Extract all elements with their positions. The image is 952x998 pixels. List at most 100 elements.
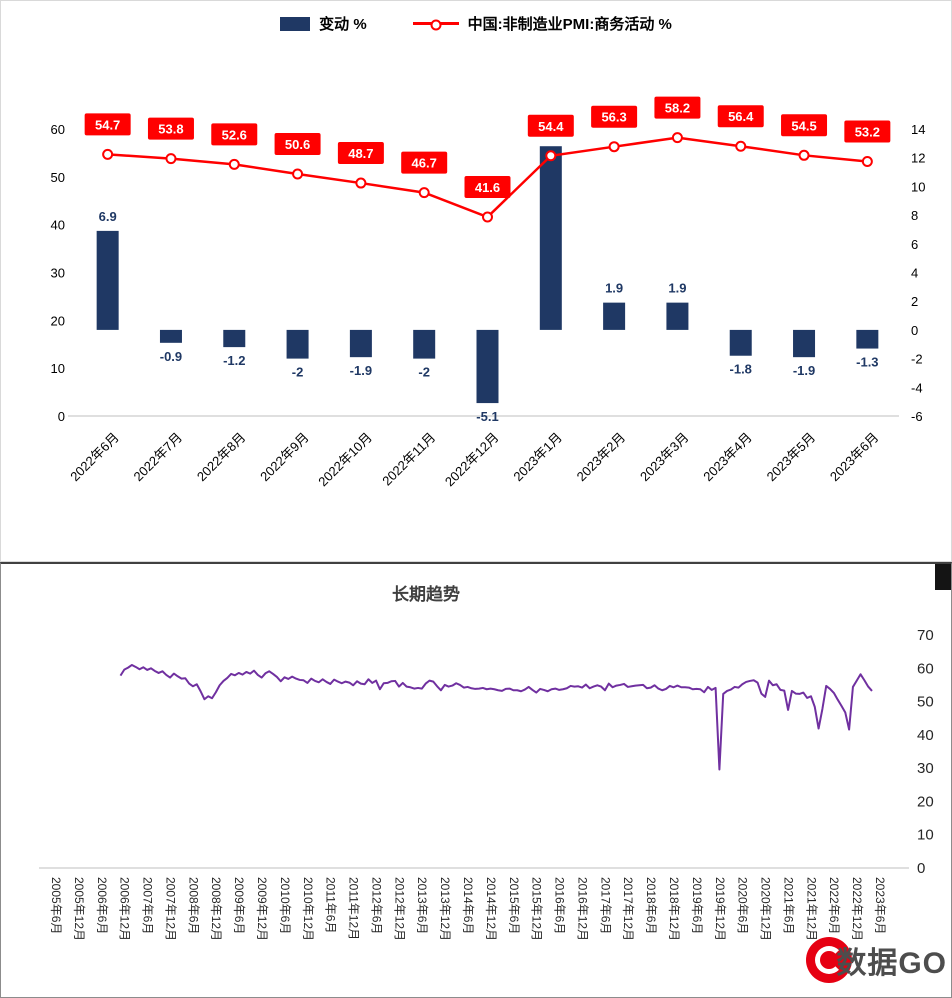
x-axis-label: 2022年7月 bbox=[131, 430, 186, 485]
pmi-line-marker bbox=[228, 158, 240, 170]
change-bar bbox=[349, 329, 372, 358]
watermark-ring-icon bbox=[815, 946, 844, 974]
bar-value-label: -1.9 bbox=[793, 363, 815, 378]
x-axis-label: 2020年6月 bbox=[736, 877, 750, 934]
x-axis-label: 2013年6月 bbox=[415, 877, 429, 934]
right-axis-tick-label: 10 bbox=[911, 179, 925, 194]
x-axis-label: 2019年12月 bbox=[713, 877, 727, 941]
right-axis-tick-label: 20 bbox=[917, 793, 934, 810]
pmi-callout-value: 54.5 bbox=[791, 118, 816, 133]
bottom-chart-title: 长期趋势 bbox=[392, 585, 460, 604]
x-axis-label: 2005年6月 bbox=[49, 877, 63, 934]
pmi-callout-box bbox=[654, 96, 701, 119]
pmi-line-marker bbox=[355, 177, 367, 189]
pmi-callout-box bbox=[591, 105, 638, 128]
x-axis-label: 2023年5月 bbox=[764, 430, 819, 485]
change-bar bbox=[413, 329, 436, 359]
right-axis-tick-label: 8 bbox=[911, 208, 918, 223]
x-axis-label: 2008年12月 bbox=[209, 877, 223, 941]
line-marker-icon bbox=[430, 19, 442, 31]
long-term-trend-chart: 长期趋势 0 10 20 30 40 50 60 70 2005年6月 2005年12月 2006年… bbox=[0, 562, 952, 998]
pmi-callout-value: 50.6 bbox=[285, 137, 310, 152]
bar-value-label: 1.9 bbox=[668, 281, 686, 296]
legend-item-change: 变动 % bbox=[280, 13, 367, 34]
pmi-callout-box bbox=[527, 114, 574, 137]
pmi-callout-value: 53.2 bbox=[855, 125, 880, 140]
long-term-trend-canvas: 0 10 20 30 40 50 60 70 2005年6月 2005年12月 2006年6月 200… bbox=[39, 627, 934, 941]
x-axis-label: 2022年9月 bbox=[257, 430, 312, 485]
right-axis-tick-label: 14 bbox=[911, 122, 925, 137]
change-bar bbox=[603, 302, 626, 330]
bar-value-label: -2 bbox=[292, 365, 304, 380]
pmi-callout-box bbox=[84, 113, 131, 136]
left-axis-tick-label: 60 bbox=[51, 122, 65, 137]
pmi-callout-value: 52.6 bbox=[222, 127, 247, 142]
x-axis-label: 2010年6月 bbox=[278, 877, 292, 934]
right-axis-tick-label: 10 bbox=[917, 827, 934, 844]
x-axis-label: 2016年6月 bbox=[553, 877, 567, 934]
right-axis-tick-label: 70 bbox=[917, 627, 934, 644]
x-axis-label: 2020年12月 bbox=[759, 877, 773, 941]
right-axis-tick-label: 0 bbox=[911, 323, 918, 338]
x-axis-label: 2012年6月 bbox=[369, 877, 383, 934]
x-axis-label: 2009年12月 bbox=[255, 877, 269, 941]
bar-value-label: -1.3 bbox=[856, 355, 878, 370]
pmi-line-marker bbox=[861, 156, 873, 168]
pmi-callout-value: 54.7 bbox=[95, 117, 120, 132]
change-bar bbox=[223, 329, 246, 348]
watermark: 数据GO bbox=[806, 937, 947, 983]
pmi-line-marker bbox=[482, 211, 493, 223]
bar-value-label: -0.9 bbox=[160, 349, 182, 364]
left-axis-tick-label: 10 bbox=[51, 361, 65, 376]
pmi-callout-value: 56.4 bbox=[728, 109, 754, 124]
x-axis-label: 2006年12月 bbox=[118, 877, 132, 941]
right-axis-tick-label: 0 bbox=[917, 860, 925, 877]
pmi-callout-value: 54.4 bbox=[538, 119, 564, 134]
change-bar bbox=[96, 230, 119, 330]
right-axis-tick-label: 12 bbox=[911, 151, 925, 166]
x-axis-label: 2006年6月 bbox=[95, 877, 109, 934]
x-axis-label: 2021年6月 bbox=[781, 877, 795, 934]
x-axis-label: 2014年6月 bbox=[461, 877, 475, 934]
right-axis-tick-label: 6 bbox=[911, 237, 918, 252]
pmi-line-marker bbox=[735, 140, 747, 152]
change-bar bbox=[793, 329, 816, 358]
left-axis-tick-label: 50 bbox=[51, 170, 65, 185]
pmi-line-marker bbox=[671, 132, 683, 144]
x-axis-label: 2010年12月 bbox=[301, 877, 315, 941]
x-axis-label: 2011年12月 bbox=[347, 877, 361, 940]
trend-line bbox=[119, 663, 873, 771]
pmi-callout-box bbox=[401, 151, 448, 174]
scrollbar-thumb[interactable] bbox=[935, 564, 951, 590]
x-axis-label: 2013年12月 bbox=[438, 877, 452, 941]
pmi-line-marker bbox=[608, 141, 620, 153]
x-axis-label: 2022年11月 bbox=[379, 430, 438, 489]
x-axis-label: 2015年6月 bbox=[507, 877, 521, 934]
right-axis-tick-label: 60 bbox=[917, 660, 934, 677]
bar-value-label: -5.1 bbox=[476, 409, 498, 424]
x-axis-label: 2018年12月 bbox=[667, 877, 681, 941]
x-axis-label: 2022年12月 bbox=[442, 430, 502, 490]
pmi-callout-value: 53.8 bbox=[158, 122, 183, 137]
x-axis-label: 2012年12月 bbox=[392, 877, 406, 941]
x-axis-label: 2023年6月 bbox=[827, 430, 882, 485]
line-series-swatch-icon bbox=[412, 19, 459, 31]
x-axis-label: 2022年10月 bbox=[315, 430, 375, 490]
x-axis-label: 2022年6月 bbox=[827, 877, 841, 934]
pmi-callout-box bbox=[844, 120, 891, 143]
pmi-line-marker bbox=[418, 187, 430, 199]
change-bar bbox=[159, 329, 182, 343]
x-axis-label: 2023年2月 bbox=[574, 430, 629, 485]
x-axis-label: 2017年12月 bbox=[621, 877, 635, 941]
pmi-line-marker bbox=[292, 168, 304, 180]
pmi-callout-box bbox=[464, 176, 511, 199]
pmi-callout-box bbox=[274, 132, 321, 155]
x-axis-label: 2019年6月 bbox=[690, 877, 704, 934]
pmi-callout-value: 58.2 bbox=[665, 101, 690, 116]
change-bar bbox=[666, 302, 689, 330]
watermark-text: 数据GO bbox=[836, 947, 947, 980]
right-axis-tick-label: -4 bbox=[911, 380, 923, 395]
pmi-line-marker bbox=[798, 149, 810, 161]
right-axis-tick-label: -6 bbox=[911, 409, 923, 424]
pmi-change-chart: 变动 % 中国:非制造业PMI:商务活动 % 0 10 20 30 40 50 60 -6 -4… bbox=[0, 0, 952, 562]
